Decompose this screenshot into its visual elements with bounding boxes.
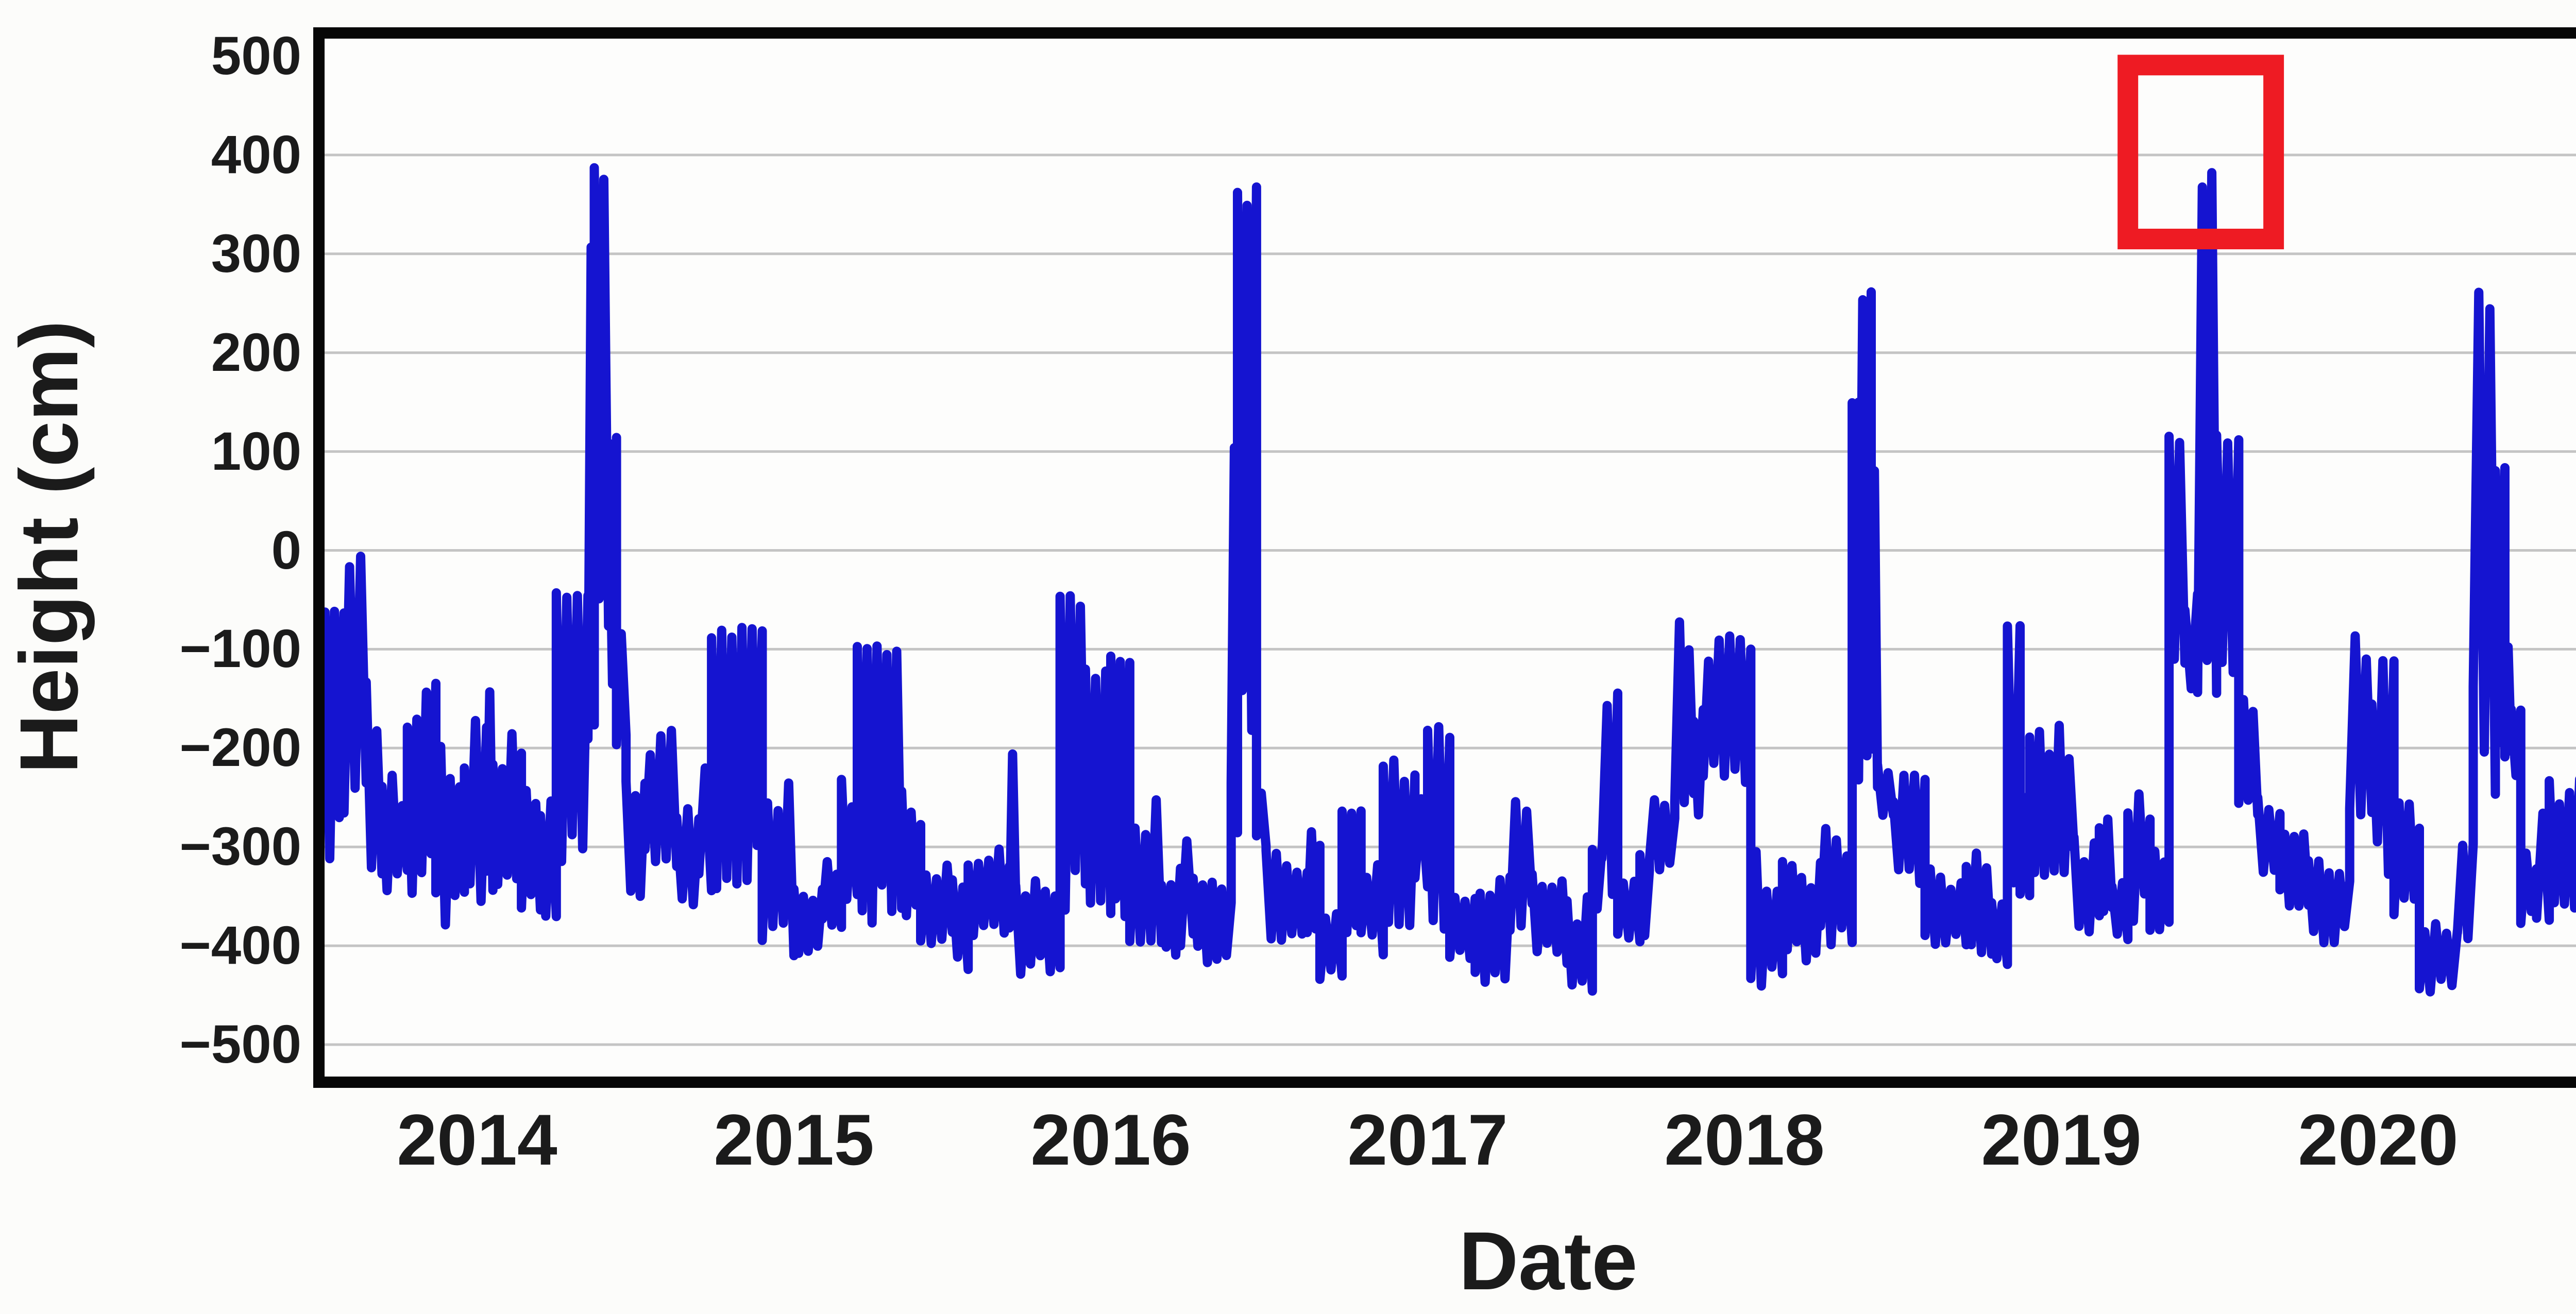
x-tick-label: 2014: [397, 1099, 557, 1180]
x-tick-label: 2015: [714, 1099, 874, 1180]
y-tick-label: −300: [179, 816, 301, 877]
y-tick-label: −100: [179, 619, 301, 679]
y-tick-label: −200: [179, 718, 301, 778]
plot-area: [313, 27, 2576, 1088]
y-tick-label: 0: [271, 520, 301, 581]
y-tick-label: 300: [211, 223, 301, 284]
x-axis-title: Date: [1459, 1215, 1638, 1307]
y-tick-label: −500: [179, 1014, 301, 1074]
x-tick-label: 2020: [2298, 1099, 2459, 1180]
x-tick-label: 2019: [1981, 1099, 2142, 1180]
y-tick-label: 400: [211, 124, 301, 185]
x-tick-label: 2017: [1347, 1099, 1508, 1180]
x-tick-label: 2016: [1030, 1099, 1191, 1180]
y-tick-label: 500: [211, 26, 301, 86]
y-tick-label: −400: [179, 915, 301, 976]
data-series-line: [325, 163, 2576, 997]
y-tick-label: 100: [211, 421, 301, 482]
highlight-box: [2117, 55, 2284, 250]
y-tick-label: 200: [211, 322, 301, 383]
x-tick-label: 2018: [1664, 1099, 1825, 1180]
chart-canvas: [325, 55, 2576, 1046]
